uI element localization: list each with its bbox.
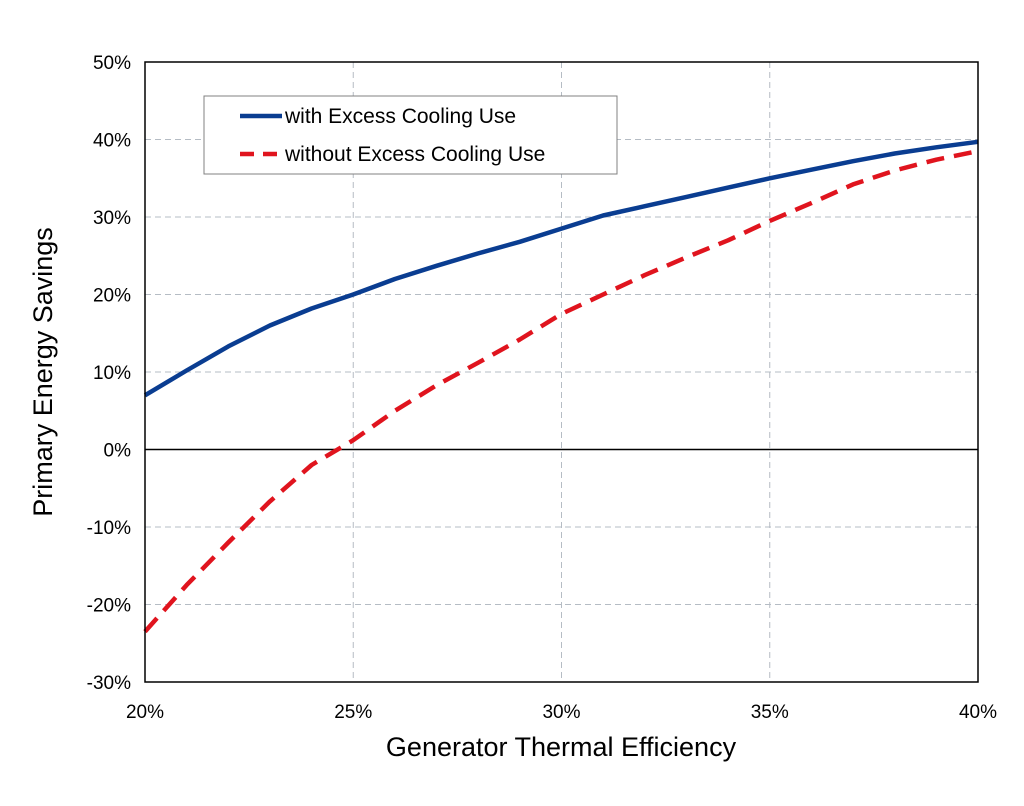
legend-label-without-excess-cooling: without Excess Cooling Use bbox=[284, 143, 545, 166]
x-axis-title: Generator Thermal Efficiency bbox=[386, 732, 737, 762]
y-axis-title: Primary Energy Savings bbox=[28, 227, 58, 517]
legend: with Excess Cooling Use without Excess C… bbox=[203, 95, 618, 175]
x-tick-label: 40% bbox=[959, 702, 997, 723]
y-tick-label: -10% bbox=[87, 518, 131, 539]
x-tick-label: 20% bbox=[126, 702, 164, 723]
y-tick-label: 40% bbox=[93, 131, 131, 152]
legend-box bbox=[203, 95, 618, 175]
y-tick-label: -20% bbox=[87, 596, 131, 617]
y-tick-label: 10% bbox=[93, 363, 131, 384]
tick-labels: -30% -20% -10% 0% 10% 20% 30% 40% 50% 20% 25% 30% 35… bbox=[87, 53, 997, 723]
y-tick-label: -30% bbox=[87, 673, 131, 694]
x-tick-label: 25% bbox=[334, 702, 372, 723]
y-tick-label: 0% bbox=[104, 441, 132, 462]
x-tick-label: 35% bbox=[751, 702, 789, 723]
series-line-with-excess-cooling bbox=[143, 139, 979, 398]
series-lines bbox=[143, 139, 979, 634]
y-tick-label: 50% bbox=[93, 53, 131, 74]
y-tick-label: 20% bbox=[93, 286, 131, 307]
legend-label-with-excess-cooling: with Excess Cooling Use bbox=[284, 105, 516, 128]
plot-area-frame bbox=[144, 61, 979, 683]
y-tick-label: 30% bbox=[93, 208, 131, 229]
series-line-without-excess-cooling bbox=[143, 148, 979, 634]
x-tick-label: 30% bbox=[542, 702, 580, 723]
